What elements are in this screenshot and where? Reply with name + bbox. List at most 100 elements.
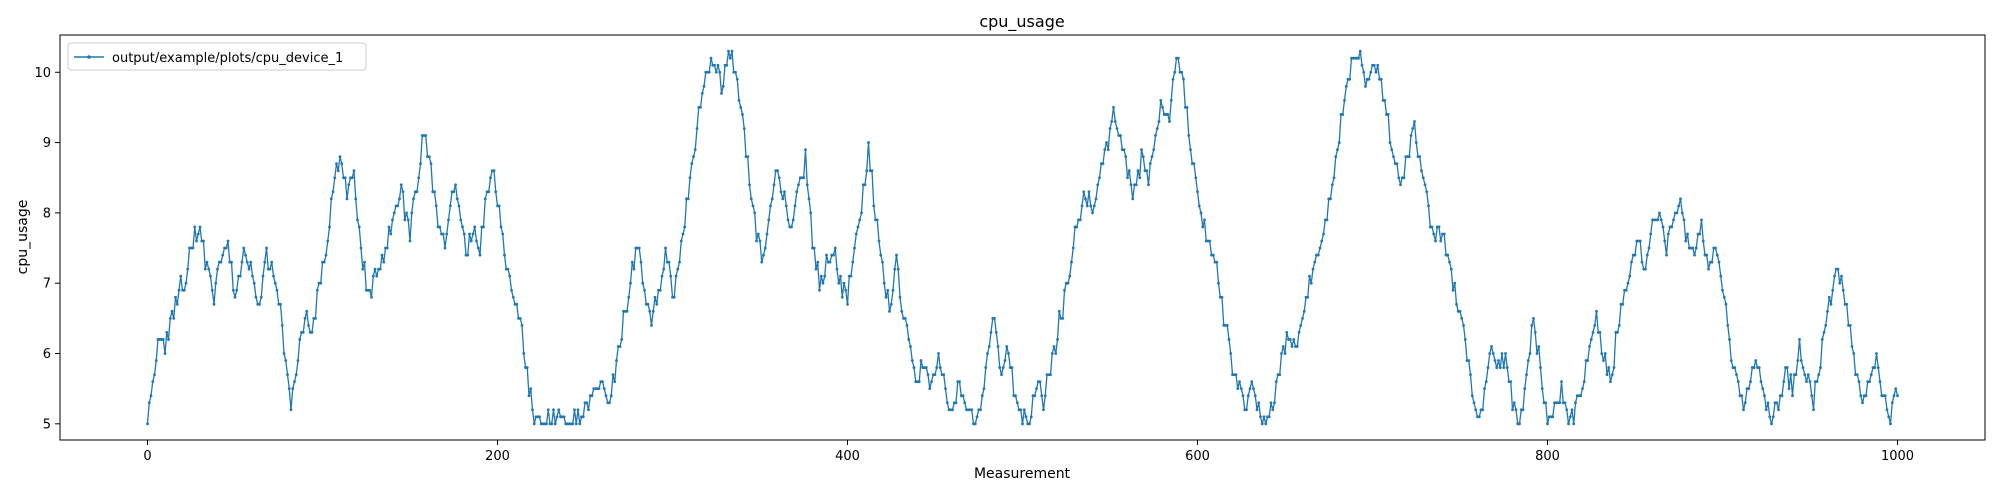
data-point	[392, 211, 396, 215]
data-point	[1691, 246, 1695, 250]
data-point	[1686, 232, 1689, 236]
data-point	[245, 260, 249, 264]
data-point	[886, 288, 890, 292]
data-point	[301, 331, 305, 334]
data-point	[1187, 134, 1191, 137]
data-point	[1299, 323, 1303, 327]
data-point	[466, 253, 470, 257]
data-point	[1526, 359, 1530, 362]
data-point	[1024, 415, 1028, 419]
data-point	[1007, 352, 1010, 355]
data-point	[1729, 359, 1733, 362]
data-point	[1537, 345, 1541, 348]
data-point	[858, 218, 862, 222]
data-point	[900, 309, 904, 313]
data-point	[1462, 323, 1465, 327]
data-point	[702, 84, 706, 88]
data-point	[468, 232, 471, 236]
data-point	[996, 345, 1000, 348]
data-point	[779, 190, 783, 194]
data-point	[1089, 204, 1093, 208]
data-point	[1320, 239, 1324, 243]
data-point	[791, 218, 795, 222]
data-point	[1360, 63, 1364, 67]
data-point	[1171, 77, 1175, 81]
data-point	[1056, 338, 1059, 341]
data-point	[882, 281, 886, 285]
data-point	[1150, 155, 1154, 159]
data-point	[812, 246, 816, 250]
data-point	[1154, 134, 1157, 137]
data-point	[441, 232, 445, 236]
data-point	[688, 176, 692, 180]
data-point	[1663, 239, 1667, 243]
data-point	[1743, 401, 1747, 405]
data-point	[585, 401, 589, 405]
data-point	[809, 211, 813, 215]
data-point	[1318, 246, 1322, 250]
data-point	[1087, 190, 1091, 194]
data-point	[662, 267, 666, 271]
data-point	[1414, 141, 1418, 144]
data-point	[1199, 211, 1203, 215]
data-point	[1407, 155, 1411, 159]
data-point	[452, 190, 456, 194]
data-point	[1105, 141, 1108, 144]
data-point	[1638, 239, 1642, 243]
data-point	[646, 302, 650, 306]
data-point	[814, 267, 818, 271]
data-point	[877, 239, 881, 243]
data-point	[214, 281, 218, 285]
data-point	[961, 394, 965, 398]
data-point	[1565, 408, 1569, 412]
data-point	[382, 260, 386, 264]
data-point	[1850, 345, 1854, 348]
data-point	[375, 274, 379, 278]
data-point	[909, 345, 912, 348]
data-point	[1670, 225, 1674, 229]
data-point	[1208, 239, 1212, 243]
data-point	[1582, 380, 1586, 384]
data-point	[856, 225, 860, 229]
data-point	[1889, 422, 1892, 426]
data-point	[1817, 373, 1821, 377]
data-point	[147, 401, 151, 405]
data-point	[1185, 106, 1189, 109]
data-point	[770, 197, 774, 201]
data-point	[333, 176, 337, 180]
data-point	[1848, 323, 1852, 327]
data-point	[1831, 288, 1835, 292]
data-point	[322, 260, 326, 264]
data-point	[1367, 77, 1371, 81]
data-point	[1885, 408, 1889, 412]
data-point	[1129, 183, 1133, 187]
data-point	[389, 232, 393, 236]
data-point	[1085, 204, 1089, 208]
data-point	[478, 253, 482, 257]
data-point	[415, 190, 419, 194]
data-point	[405, 211, 408, 215]
data-point	[1390, 148, 1394, 152]
data-point	[1094, 197, 1098, 201]
data-point	[699, 106, 702, 109]
data-point	[1546, 422, 1549, 426]
data-point	[331, 190, 335, 194]
data-point	[632, 267, 636, 271]
data-point	[326, 239, 330, 243]
data-point	[630, 260, 634, 264]
data-point	[209, 274, 212, 278]
data-point	[1141, 155, 1145, 159]
data-point	[319, 281, 323, 285]
data-point	[1726, 323, 1730, 327]
data-point	[1166, 113, 1170, 116]
data-point	[1539, 366, 1542, 369]
x-tick-label: 0	[143, 449, 151, 464]
data-point	[942, 373, 946, 377]
data-point	[1388, 141, 1392, 144]
data-point	[529, 387, 533, 391]
data-point	[1413, 120, 1416, 123]
plot-frame	[59, 34, 1986, 441]
data-point	[1049, 373, 1052, 377]
data-point	[1819, 366, 1822, 369]
data-point	[1700, 218, 1703, 222]
